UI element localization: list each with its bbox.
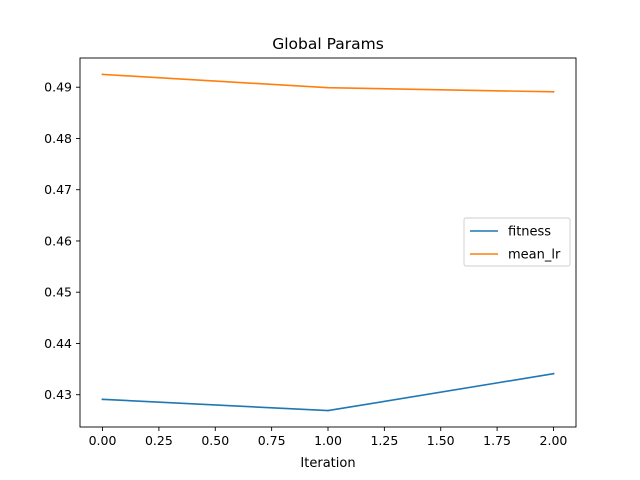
y-tick-label: 0.46 [44, 233, 72, 248]
y-tick-label: 0.49 [44, 80, 72, 95]
x-tick-label: 1.50 [427, 433, 455, 448]
x-tick-label: 1.75 [483, 433, 511, 448]
data-point-mean-lr [101, 73, 104, 76]
y-tick-label: 0.43 [44, 387, 72, 402]
x-tick-label: 0.50 [201, 433, 229, 448]
x-tick-label: 0.25 [145, 433, 173, 448]
x-tick-label: 2.00 [540, 433, 568, 448]
x-tick-label: 1.25 [370, 433, 398, 448]
data-point-fitness [327, 409, 329, 412]
legend: fitness mean_lr [463, 217, 571, 267]
x-tick-label: 0.75 [258, 433, 286, 448]
data-point-fitness [552, 372, 555, 375]
x-axis-label: Iteration [300, 456, 355, 471]
legend-label-mean-lr: mean_lr [508, 248, 561, 263]
data-point-mean-lr [552, 90, 555, 93]
legend-label-fitness: fitness [508, 225, 551, 240]
y-tick-label: 0.47 [44, 182, 72, 197]
chart-title: Global Params [272, 35, 384, 53]
y-tick-label: 0.48 [44, 131, 72, 146]
plot-area: 0.00 0.25 0.50 0.75 1.00 1.25 1.50 1.75 2.00 0.43… [44, 57, 577, 448]
data-point-fitness [101, 398, 104, 401]
y-tick-label: 0.44 [44, 336, 72, 351]
x-tick-label: 0.00 [89, 433, 117, 448]
y-tick-label: 0.45 [44, 285, 72, 300]
data-point-mean-lr [327, 86, 329, 89]
x-tick-label: 1.00 [314, 433, 342, 448]
axes-frame [79, 57, 577, 428]
